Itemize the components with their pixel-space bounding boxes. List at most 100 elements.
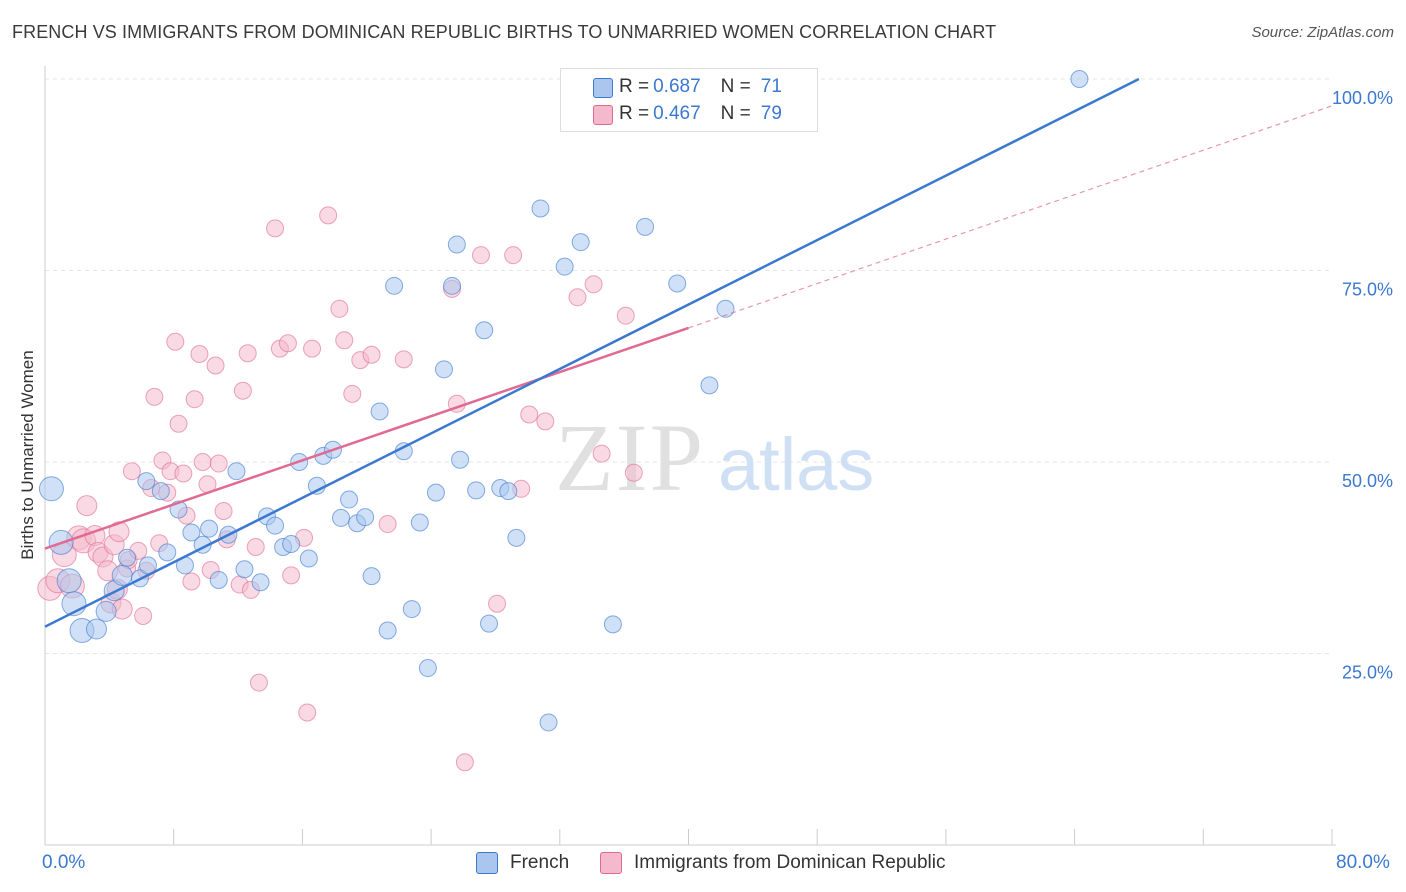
dominican-point-76 [624,463,643,482]
french-point-45 [418,659,437,678]
french-point-51 [467,481,486,500]
french-point-13 [151,482,170,501]
dominican-point-38 [206,356,225,375]
y-tick-label-2: 75.0% [1342,280,1393,300]
french-point-9 [118,548,137,567]
dominican-point-53 [298,703,317,722]
french-point-55 [499,482,518,501]
french-point-0 [38,476,64,502]
dominican-points [37,206,643,772]
french-point-28 [282,534,301,553]
bottom-legend-dominican: Immigrants from Dominican Republic [600,852,946,874]
french-point-30 [299,549,318,568]
dominican-point-61 [378,515,397,534]
dominican-point-20 [134,606,153,625]
dominican-point-18 [122,462,141,481]
legend-row-dominican: R = 0.467 N = 79 [593,102,782,126]
dominican-point-62 [394,350,413,369]
dominican-point-34 [190,344,209,363]
dominican-point-39 [209,454,228,473]
french-point-23 [235,560,254,579]
dominican-point-54 [303,339,322,358]
french-point-37 [356,508,375,527]
dominican-point-28 [166,332,185,351]
dominican-point-50 [278,334,297,353]
x-axis-max-label: 80.0% [1336,852,1390,873]
french-point-59 [555,257,574,276]
dominican-point-75 [616,306,635,325]
dominican-point-73 [584,275,603,294]
y-tick-label-1: 50.0% [1342,471,1393,491]
dominican-point-43 [233,381,252,400]
watermark-atlas: atlas [718,423,874,506]
source-credit: Source: ZipAtlas.com [1251,24,1394,41]
dominican-point-65 [455,753,474,772]
dominican-point-29 [169,414,188,433]
french-point-5 [85,618,107,640]
dominican-point-74 [592,444,611,463]
dominican-point-23 [145,387,164,406]
french-point-46 [426,483,445,502]
legend-swatch-french [593,78,613,98]
dominican-point-60 [362,345,381,364]
dominican-point-51 [282,566,301,585]
french-point-47 [434,360,453,379]
y-tick-label-0: 25.0% [1342,663,1393,683]
dominican-point-46 [246,538,265,557]
french-point-26 [266,516,285,535]
french-point-64 [668,274,687,293]
french-point-12 [137,472,156,491]
legend-r-value: 0.467 [653,103,701,124]
y-tick-label-3: 100.0% [1332,88,1393,108]
french-point-14 [158,543,177,562]
bottom-legend-french: French [476,852,569,874]
watermark: ZIP atlas [555,404,874,511]
axes [44,66,1336,846]
legend-r-label: R = [619,76,650,97]
dominican-point-57 [335,331,354,350]
dominican-point-35 [193,453,212,471]
french-point-44 [410,513,429,532]
french-point-52 [475,321,494,340]
dominican-point-66 [471,246,490,265]
french-point-39 [370,402,389,421]
french-point-6 [95,600,117,622]
french-point-17 [182,523,201,542]
dominican-point-70 [520,405,539,424]
french-point-19 [200,519,219,538]
french-point-61 [603,615,622,634]
french-point-2 [56,568,82,594]
dominican-point-6 [76,495,98,517]
french-point-24 [251,573,270,592]
legend-row-french: R = 0.687 N = 71 [593,75,782,99]
stats-legend: R = 0.687 N = 71 R = 0.467 N = 79 [560,68,818,132]
watermark-zip: ZIP [555,404,705,511]
dominican-point-48 [266,219,285,238]
french-point-58 [539,713,558,732]
dominican-point-47 [249,673,268,692]
legend-n-label: N = [720,103,751,124]
french-point-65 [700,376,719,395]
french-point-38 [362,567,381,586]
french-point-40 [378,621,397,640]
dominican-point-58 [343,384,362,403]
french-point-62 [636,217,655,236]
dominican-point-67 [488,594,507,613]
french-point-48 [443,276,462,295]
dominican-point-44 [238,344,257,363]
french-point-50 [451,450,470,469]
dominican-trend-line [44,326,689,550]
french-point-43 [402,600,421,619]
french-point-56 [507,528,526,547]
dominican-point-40 [214,502,233,521]
legend-n-label: N = [720,76,751,97]
x-axis-min-label: 0.0% [42,852,86,873]
french-point-22 [227,462,246,481]
french-point-8 [111,564,133,586]
dominican-point-32 [182,572,201,591]
legend-r-value: 0.687 [653,76,701,97]
bottom-legend-label-french: French [510,852,570,873]
french-point-57 [531,199,550,218]
y-tick-labels: 25.0% 50.0% 75.0% 100.0% [1332,88,1393,683]
